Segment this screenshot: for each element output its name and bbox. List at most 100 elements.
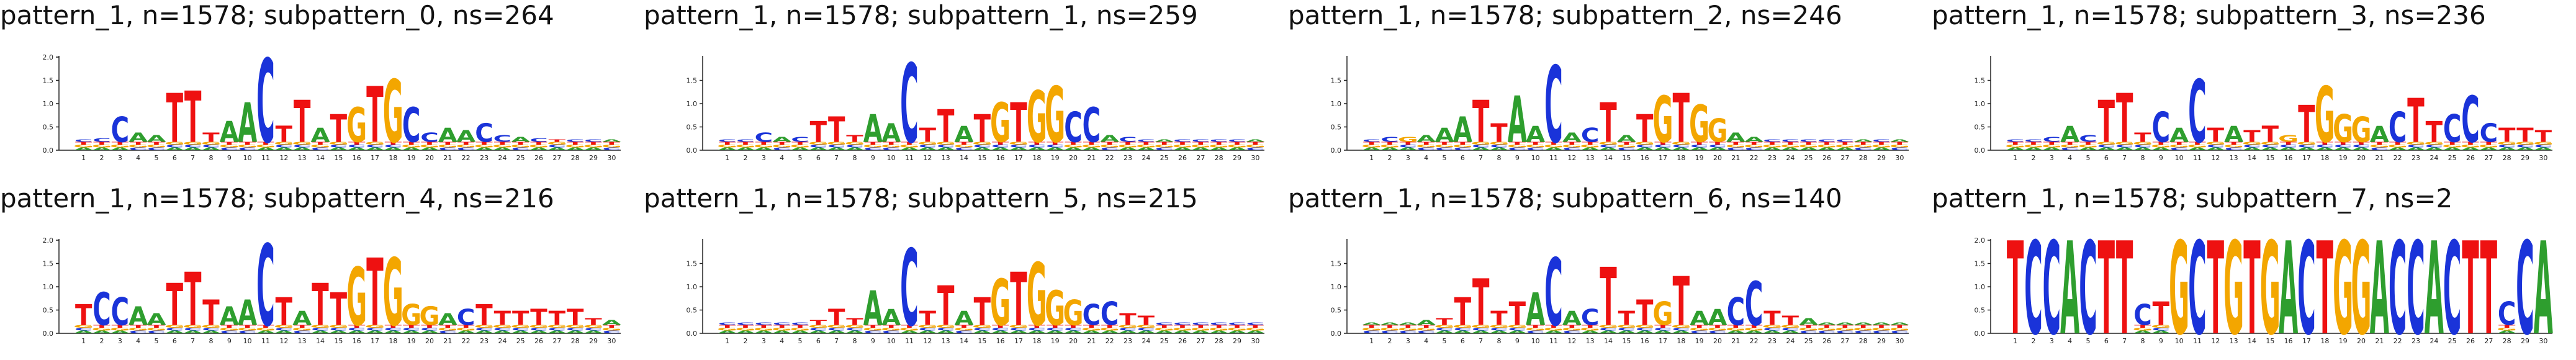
logo-letter-C: C xyxy=(991,327,1010,331)
logo-letter-A: A xyxy=(529,330,549,334)
logo-letter-G: G xyxy=(255,144,276,148)
logo-letter-C: C xyxy=(2061,146,2079,151)
logo-letter-G: G xyxy=(1871,144,1891,148)
logo-letter-C: C xyxy=(991,144,1010,148)
x-tick-label: 10 xyxy=(2175,154,2184,162)
logo-letter-T: T xyxy=(1138,141,1155,145)
logo-letter-A: A xyxy=(1209,330,1229,334)
x-tick-label: 22 xyxy=(1750,337,1759,345)
logo-letter-C: C xyxy=(2389,215,2407,360)
logo-letter-C: C xyxy=(220,146,239,151)
x-tick-label: 3 xyxy=(1406,337,1410,345)
x-tick-label: 7 xyxy=(2122,154,2127,162)
logo-letter-A: A xyxy=(1009,330,1029,334)
logo-letter-C: C xyxy=(1544,240,1563,347)
logo-letter-A: A xyxy=(2406,146,2426,151)
logo-letter-T: T xyxy=(93,324,110,328)
logo-letter-C: C xyxy=(348,327,366,331)
x-tick-label: 10 xyxy=(1531,337,1540,345)
logo-letter-T: T xyxy=(202,130,220,145)
logo-letter-T: T xyxy=(1101,141,1119,145)
logo-letter-A: A xyxy=(565,146,585,151)
x-tick-label: 22 xyxy=(1106,337,1114,345)
logo-letter-T: T xyxy=(1083,141,1101,145)
x-tick-label: 2 xyxy=(100,154,104,162)
logo-letter-G: G xyxy=(1063,292,1083,334)
logo-letter-A: A xyxy=(2151,330,2171,334)
logo-letter-T: T xyxy=(2335,141,2352,145)
logo-letter-A: A xyxy=(991,330,1011,334)
y-tick-label: 1.5 xyxy=(1331,77,1342,85)
logo-letter-G: G xyxy=(2479,144,2499,148)
logo-letter-G: G xyxy=(2533,141,2554,145)
x-tick-label: 13 xyxy=(2230,337,2238,345)
logo-letter-G: G xyxy=(128,327,148,331)
logo-letter-C: C xyxy=(1508,146,1527,151)
logo-letter-C: C xyxy=(2371,146,2389,151)
logo-letter-C: C xyxy=(2243,144,2261,148)
logo-letter-C: C xyxy=(1745,146,1763,151)
logo-letter-T: T xyxy=(1454,141,1472,145)
x-tick-label: 15 xyxy=(334,337,343,345)
logo-letter-A: A xyxy=(347,146,367,151)
logo-letter-A: A xyxy=(2169,125,2189,146)
logo-letter-A: A xyxy=(1817,146,1837,151)
logo-letter-G: G xyxy=(1780,324,1801,328)
logo-letter-T: T xyxy=(1047,141,1064,145)
logo-letter-T: T xyxy=(1156,324,1173,328)
logo-letter-T: T xyxy=(1228,141,1246,145)
logo-letter-A: A xyxy=(1246,139,1266,143)
y-tick-label: 1.5 xyxy=(1331,260,1342,268)
x-tick-label: 7 xyxy=(2122,337,2127,345)
x-tick-label: 3 xyxy=(2050,337,2054,345)
logo-letter-T: T xyxy=(148,141,165,145)
x-tick-label: 28 xyxy=(2503,154,2511,162)
logo-letter-C: C xyxy=(2261,144,2280,148)
logo-letter-T: T xyxy=(2317,141,2334,145)
logo-letter-A: A xyxy=(183,330,203,334)
logo-letter-C: C xyxy=(584,139,603,143)
logo-letter-G: G xyxy=(1853,327,1873,331)
logo-letter-A: A xyxy=(201,146,221,151)
logo-letter-A: A xyxy=(128,130,148,145)
logo-letter-C: C xyxy=(238,146,257,151)
logo-letter-A: A xyxy=(256,330,276,334)
x-tick-label: 29 xyxy=(1233,337,1241,345)
logo-letter-T: T xyxy=(773,324,791,328)
logo-letter-G: G xyxy=(2260,141,2281,145)
x-tick-label: 14 xyxy=(2248,154,2256,162)
logo-letter-T: T xyxy=(955,324,973,328)
logo-letter-A: A xyxy=(2042,146,2062,151)
logo-letter-A: A xyxy=(1246,330,1266,334)
logo-letter-A: A xyxy=(1781,330,1801,334)
logo-letter-A: A xyxy=(146,133,166,145)
y-tick-label: 0.0 xyxy=(1975,146,1986,155)
logo-letter-T: T xyxy=(1837,141,1854,145)
logo-letter-C: C xyxy=(1563,330,1582,334)
logo-panel: pattern_1, n=1578; subpattern_1, ns=259 0… xyxy=(644,0,1283,177)
logo-letter-C: C xyxy=(256,222,275,352)
x-tick-label: 26 xyxy=(2466,337,2475,345)
logo-letter-T: T xyxy=(1101,324,1119,328)
logo-letter-G: G xyxy=(237,327,258,331)
logo-letter-C: C xyxy=(1454,327,1472,331)
logo-letter-T: T xyxy=(1618,141,1636,145)
logo-letter-A: A xyxy=(2224,122,2244,147)
x-tick-label: 17 xyxy=(1014,154,1023,162)
logo-letter-A: A xyxy=(1453,330,1473,334)
logo-letter-G: G xyxy=(808,141,829,145)
logo-letter-C: C xyxy=(845,144,864,148)
logo-letter-T: T xyxy=(1727,141,1745,145)
x-tick-label: 14 xyxy=(1604,154,1613,162)
logo-letter-G: G xyxy=(328,141,349,145)
logo-letter-G: G xyxy=(73,324,94,328)
logo-letter-C: C xyxy=(919,144,937,148)
logo-letter-G: G xyxy=(2351,215,2371,360)
logo-letter-A: A xyxy=(1744,330,1764,334)
logo-letter-A: A xyxy=(1890,322,1910,326)
logo-letter-A: A xyxy=(809,146,829,151)
x-tick-label: 24 xyxy=(1786,337,1795,345)
logo-letter-C: C xyxy=(1763,327,1781,331)
logo-letter-T: T xyxy=(937,101,955,153)
